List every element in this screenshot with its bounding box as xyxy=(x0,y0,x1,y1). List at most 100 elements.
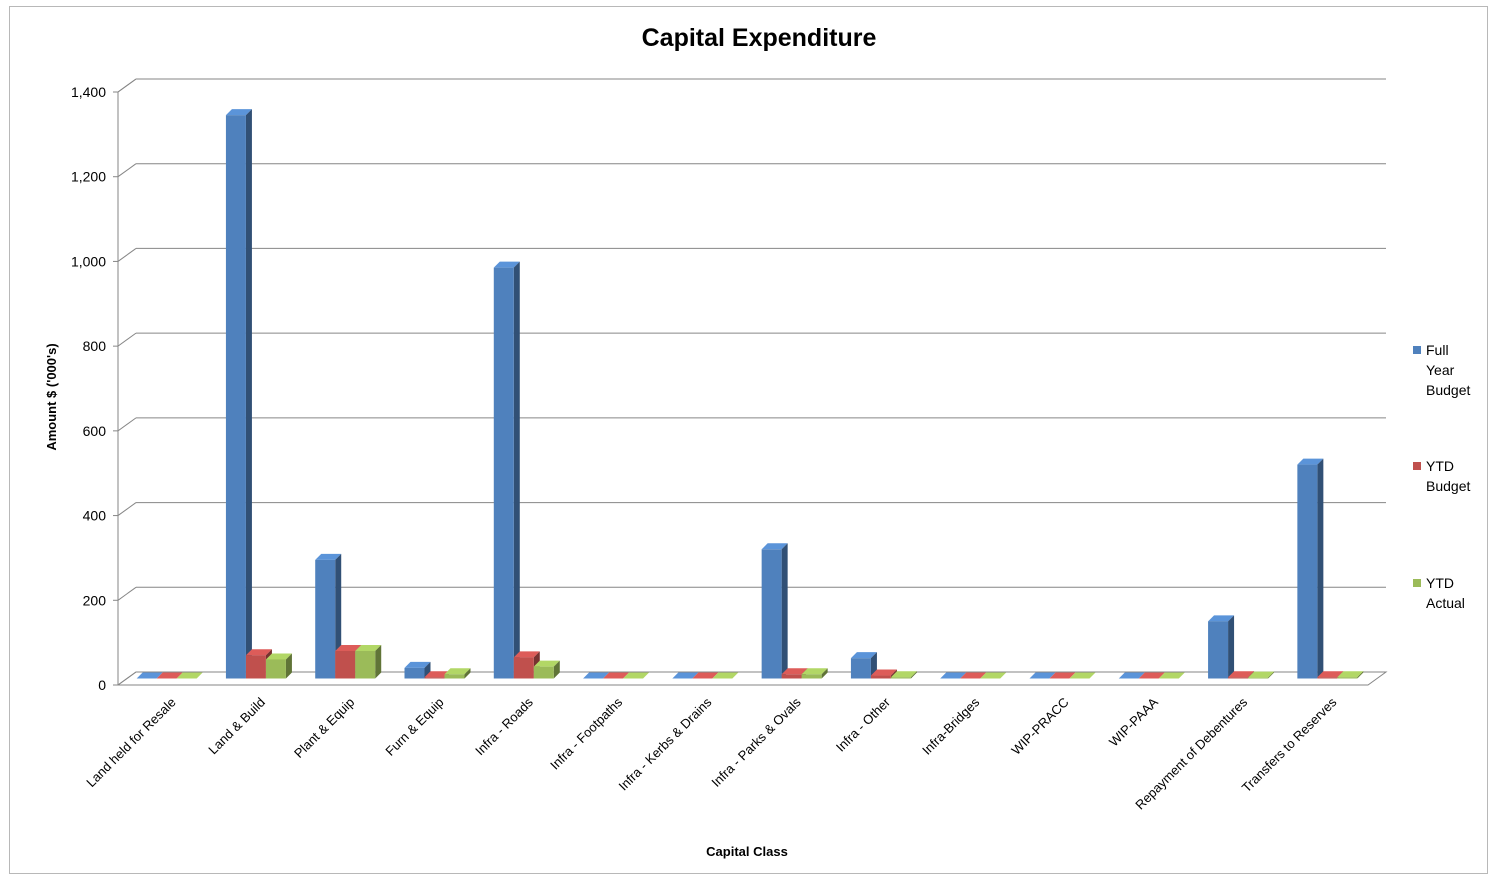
bar-side xyxy=(821,668,828,679)
legend-item: YTD Budget xyxy=(1413,458,1470,494)
bar xyxy=(265,653,292,679)
bar xyxy=(1208,615,1235,679)
bar-side xyxy=(553,660,560,679)
bar-front xyxy=(870,675,891,679)
bar-top xyxy=(424,671,451,678)
bar-front xyxy=(444,674,465,679)
bar-top xyxy=(1029,672,1056,679)
bar xyxy=(960,672,987,679)
x-tick-label: Plant & Equip xyxy=(291,695,357,761)
legend-swatch xyxy=(1413,579,1421,587)
bar-front xyxy=(850,658,871,679)
gridlines xyxy=(113,78,1386,686)
bar-top xyxy=(335,644,362,651)
bar-top xyxy=(444,668,471,675)
bar-top xyxy=(513,651,540,658)
bar-top xyxy=(781,668,808,675)
bar-side xyxy=(424,661,431,679)
bar-front xyxy=(1248,677,1269,679)
gridline-diagonal xyxy=(117,332,137,347)
bar-side xyxy=(1357,671,1364,679)
bar-side xyxy=(285,653,292,679)
bar-front xyxy=(1228,677,1249,679)
bar-front xyxy=(265,659,286,679)
bar xyxy=(801,668,828,679)
bar-top xyxy=(355,644,382,651)
bar-front xyxy=(424,677,445,679)
bar-top xyxy=(603,672,630,679)
x-tick-label: Infra - Kerbs & Drains xyxy=(615,694,714,793)
x-tick-label: Land & Build xyxy=(205,695,268,758)
bar-front xyxy=(225,115,246,679)
bar xyxy=(444,668,471,679)
bar-front xyxy=(781,674,802,679)
bar-top xyxy=(1069,672,1096,679)
bar-top xyxy=(315,553,342,560)
bar-top xyxy=(712,672,739,679)
bar-top xyxy=(870,669,897,676)
bar-top xyxy=(265,653,292,660)
bar xyxy=(1248,671,1275,679)
legend-label: Full Year Budget xyxy=(1426,342,1470,398)
bar-top xyxy=(890,671,917,678)
y-tick-label: 1,400 xyxy=(71,84,106,100)
bar-top xyxy=(1118,672,1145,679)
x-tick-label: Furn & Equip xyxy=(382,695,446,759)
bar-top xyxy=(1208,615,1235,622)
bar-top xyxy=(672,672,699,679)
bar-side xyxy=(910,671,917,679)
x-tick-label: Transfers to Reserves xyxy=(1239,694,1340,795)
bar xyxy=(940,672,967,679)
bar-top xyxy=(493,261,520,268)
gridline-diagonal xyxy=(117,417,137,432)
bar xyxy=(1118,672,1145,679)
bar-front xyxy=(1337,677,1358,679)
legend-swatch xyxy=(1413,462,1421,470)
bar-side xyxy=(464,668,471,679)
bar-side xyxy=(1228,615,1235,679)
bar xyxy=(493,261,520,679)
bar xyxy=(692,672,719,679)
chart-title: Capital Expenditure xyxy=(642,24,877,52)
bar-front xyxy=(1317,677,1338,679)
bar xyxy=(1337,671,1364,679)
bar-top xyxy=(1317,671,1344,678)
bar xyxy=(761,543,788,679)
bar-front xyxy=(1208,621,1229,679)
bar xyxy=(890,671,917,679)
y-tick-label: 800 xyxy=(83,338,107,354)
bar-top xyxy=(623,672,650,679)
legend-item: Full Year Budget xyxy=(1413,342,1470,398)
bar-top xyxy=(583,672,610,679)
bar-top xyxy=(1158,672,1185,679)
bar-front xyxy=(761,549,782,679)
bar-top xyxy=(850,652,877,659)
bar-top xyxy=(1228,671,1255,678)
bar-top xyxy=(960,672,987,679)
bar-front xyxy=(1297,464,1318,679)
bar-top xyxy=(980,672,1007,679)
bar-front xyxy=(245,655,266,679)
x-tick-label: WIP-PRACC xyxy=(1008,695,1071,758)
bar-side xyxy=(375,644,382,679)
y-tick-label: 0 xyxy=(98,677,106,693)
gridline-diagonal xyxy=(117,671,137,686)
plot-floor xyxy=(116,671,1388,686)
y-tick-label: 600 xyxy=(83,423,107,439)
bar-front xyxy=(493,267,514,679)
bar xyxy=(603,672,630,679)
x-tick-label: Infra-Bridges xyxy=(919,694,983,758)
plot-background xyxy=(116,78,1388,686)
legend-swatch xyxy=(1413,346,1421,354)
bar xyxy=(533,660,560,679)
x-axis-title: Capital Class xyxy=(706,844,788,859)
bar-side xyxy=(245,109,252,679)
bar-top xyxy=(156,672,183,679)
bar-front xyxy=(533,666,554,679)
gridline-diagonal xyxy=(117,502,137,516)
bar xyxy=(176,672,203,679)
bar-top xyxy=(801,668,828,675)
bar xyxy=(355,644,382,679)
bar-front xyxy=(335,650,356,679)
bar xyxy=(136,672,163,679)
